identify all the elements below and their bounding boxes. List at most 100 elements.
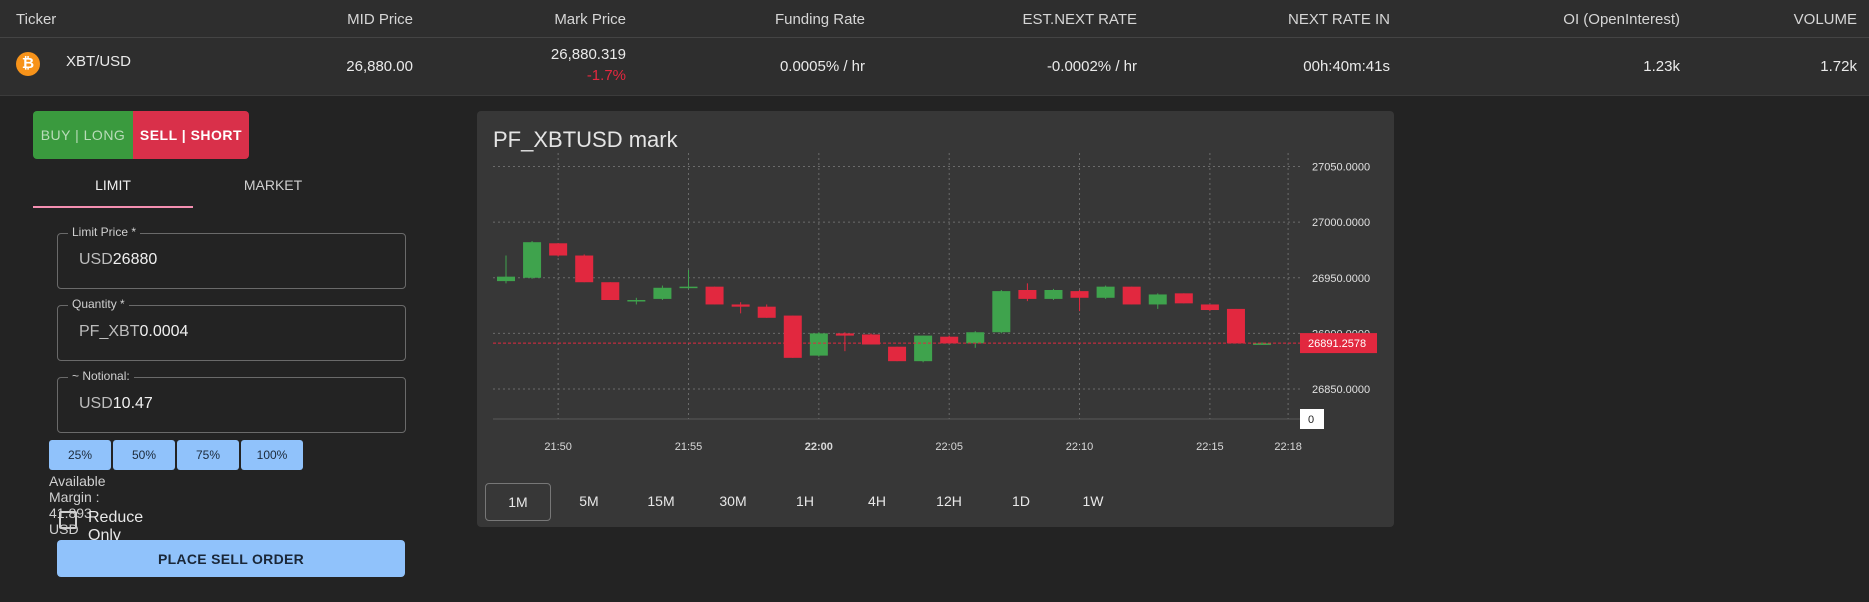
x-tick-label: 22:00 bbox=[805, 441, 833, 453]
candle-up bbox=[1096, 286, 1115, 298]
candle-down bbox=[731, 304, 750, 307]
quantity-value[interactable]: 0.0004 bbox=[139, 323, 189, 340]
timeframe-12h-button[interactable]: 12H bbox=[936, 493, 962, 509]
y-tick-label: 26850.0000 bbox=[1312, 384, 1370, 396]
candle-up bbox=[809, 333, 828, 356]
ticker-symbol: XBT/USD bbox=[66, 53, 132, 70]
notional-prefix: USD bbox=[79, 395, 113, 412]
col-header-open-interest: OI (OpenInterest) bbox=[1563, 11, 1680, 28]
timeframe-1m-button[interactable]: 1M bbox=[485, 483, 551, 521]
timeframe-15m-button[interactable]: 15M bbox=[647, 493, 675, 509]
candle-up bbox=[966, 332, 985, 344]
candle-up bbox=[1044, 290, 1063, 299]
timeframe-30m-button[interactable]: 30M bbox=[719, 493, 747, 509]
candle-down bbox=[1070, 291, 1089, 298]
candle-up bbox=[679, 286, 698, 289]
timeframe-1h-button[interactable]: 1H bbox=[796, 493, 814, 509]
timeframe-1w-button[interactable]: 1W bbox=[1082, 493, 1104, 509]
candle-up bbox=[523, 242, 542, 278]
candle-down bbox=[1174, 293, 1193, 304]
candle-up bbox=[1253, 343, 1272, 345]
candle-down bbox=[757, 306, 776, 318]
open-interest-value: 1.23k bbox=[1643, 58, 1680, 75]
percent-75-button[interactable]: 75% bbox=[177, 440, 239, 470]
x-tick-label: 21:55 bbox=[675, 441, 703, 453]
mark-price-change: -1.7% bbox=[586, 67, 626, 84]
funding-rate-value: 0.0005% / hr bbox=[779, 58, 865, 75]
x-tick-label: 22:10 bbox=[1066, 441, 1094, 453]
timeframe-1d-button[interactable]: 1D bbox=[1012, 493, 1030, 509]
candle-down bbox=[861, 334, 880, 345]
last-price-tag-bg bbox=[1300, 333, 1377, 354]
notional-value[interactable]: 10.47 bbox=[112, 395, 153, 412]
candle-down bbox=[1200, 304, 1219, 311]
col-header-ticker: Ticker bbox=[16, 11, 57, 28]
volume-tag-bg bbox=[1300, 409, 1324, 429]
est-next-rate-value: -0.0002% / hr bbox=[1046, 58, 1137, 75]
x-tick-label: 22:05 bbox=[935, 441, 963, 453]
limit-price-value[interactable]: 26880 bbox=[112, 251, 158, 268]
x-tick-label: 21:50 bbox=[544, 441, 572, 453]
bitcoin-icon: ₿ bbox=[16, 52, 40, 76]
y-tick-label: 27000.0000 bbox=[1312, 217, 1370, 229]
available-margin: Available Margin : 41.893 USD bbox=[49, 473, 106, 537]
limit-price-field[interactable]: Limit Price * USD26880 bbox=[57, 225, 406, 289]
timeframe-4h-button[interactable]: 4H bbox=[868, 493, 886, 509]
notional-label: ~ Notional: bbox=[68, 369, 134, 383]
buy-long-button[interactable]: BUY | LONG bbox=[33, 111, 133, 159]
col-header-mid-price: MID Price bbox=[347, 11, 413, 28]
reduce-only-checkbox[interactable] bbox=[59, 511, 77, 529]
candle-down bbox=[783, 315, 802, 358]
col-header-next-rate-in: NEXT RATE IN bbox=[1288, 11, 1390, 28]
candle-up bbox=[992, 291, 1011, 333]
candle-down bbox=[940, 336, 959, 344]
mark-price-value: 26,880.319 bbox=[550, 46, 626, 63]
candle-down bbox=[575, 255, 594, 283]
candle-down bbox=[1018, 290, 1037, 299]
sell-short-button[interactable]: SELL | SHORT bbox=[133, 111, 249, 159]
candle-down bbox=[835, 333, 854, 336]
candle-down bbox=[705, 286, 724, 305]
header-divider bbox=[0, 37, 1869, 38]
candlestick-chart[interactable]: 27050.000027000.000026950.000026900.0000… bbox=[477, 111, 1394, 471]
col-header-funding-rate: Funding Rate bbox=[774, 11, 865, 28]
percent-50-button[interactable]: 50% bbox=[113, 440, 175, 470]
mid-price-value: 26,880.00 bbox=[346, 58, 413, 75]
col-header-est-next-rate: EST.NEXT RATE bbox=[1022, 11, 1137, 28]
quantity-prefix: PF_XBT bbox=[79, 323, 140, 340]
volume-tag: 0 bbox=[1308, 414, 1314, 426]
percent-100-button[interactable]: 100% bbox=[241, 440, 303, 470]
candle-down bbox=[549, 243, 568, 256]
candle-down bbox=[888, 346, 907, 362]
timeframe-5m-button[interactable]: 5M bbox=[579, 493, 599, 509]
col-header-mark-price: Mark Price bbox=[554, 11, 626, 28]
percent-25-button[interactable]: 25% bbox=[49, 440, 111, 470]
candle-up bbox=[627, 300, 646, 302]
active-tab-indicator bbox=[33, 206, 193, 208]
volume-value: 1.72k bbox=[1820, 58, 1857, 75]
reduce-only-label[interactable]: Reduce Only bbox=[88, 509, 144, 544]
col-header-volume: VOLUME bbox=[1793, 11, 1857, 28]
candle-up bbox=[497, 276, 515, 282]
ticker-table: Ticker MID Price Mark Price Funding Rate… bbox=[0, 0, 1869, 96]
price-chart-card: PF_XBTUSD mark 27050.0000 27000.0000 26950… bbox=[477, 111, 1394, 527]
candle-down bbox=[1226, 308, 1245, 344]
candle-up bbox=[1148, 294, 1167, 305]
notional-field[interactable]: ~ Notional: USD10.47 bbox=[57, 369, 406, 433]
candle-up bbox=[653, 287, 672, 299]
tab-limit[interactable]: LIMIT bbox=[95, 177, 131, 193]
next-rate-in-value: 00h:40m:41s bbox=[1303, 58, 1390, 75]
candle-down bbox=[1122, 286, 1141, 305]
place-sell-order-button[interactable]: PLACE SELL ORDER bbox=[57, 540, 405, 577]
candle-down bbox=[601, 282, 620, 301]
tab-market[interactable]: MARKET bbox=[243, 177, 303, 193]
chart-title: PF_XBTUSD mark bbox=[493, 127, 678, 152]
limit-price-prefix: USD bbox=[79, 251, 113, 268]
limit-price-label: Limit Price * bbox=[68, 225, 141, 239]
y-tick-label: 27050.0000 bbox=[1312, 162, 1370, 174]
quantity-label: Quantity * bbox=[68, 297, 129, 311]
candle-up bbox=[914, 335, 933, 362]
x-tick-label: 22:15 bbox=[1196, 441, 1224, 453]
x-tick-label: 22:18 bbox=[1274, 441, 1302, 453]
quantity-field[interactable]: Quantity * PF_XBT0.0004 bbox=[57, 297, 406, 361]
